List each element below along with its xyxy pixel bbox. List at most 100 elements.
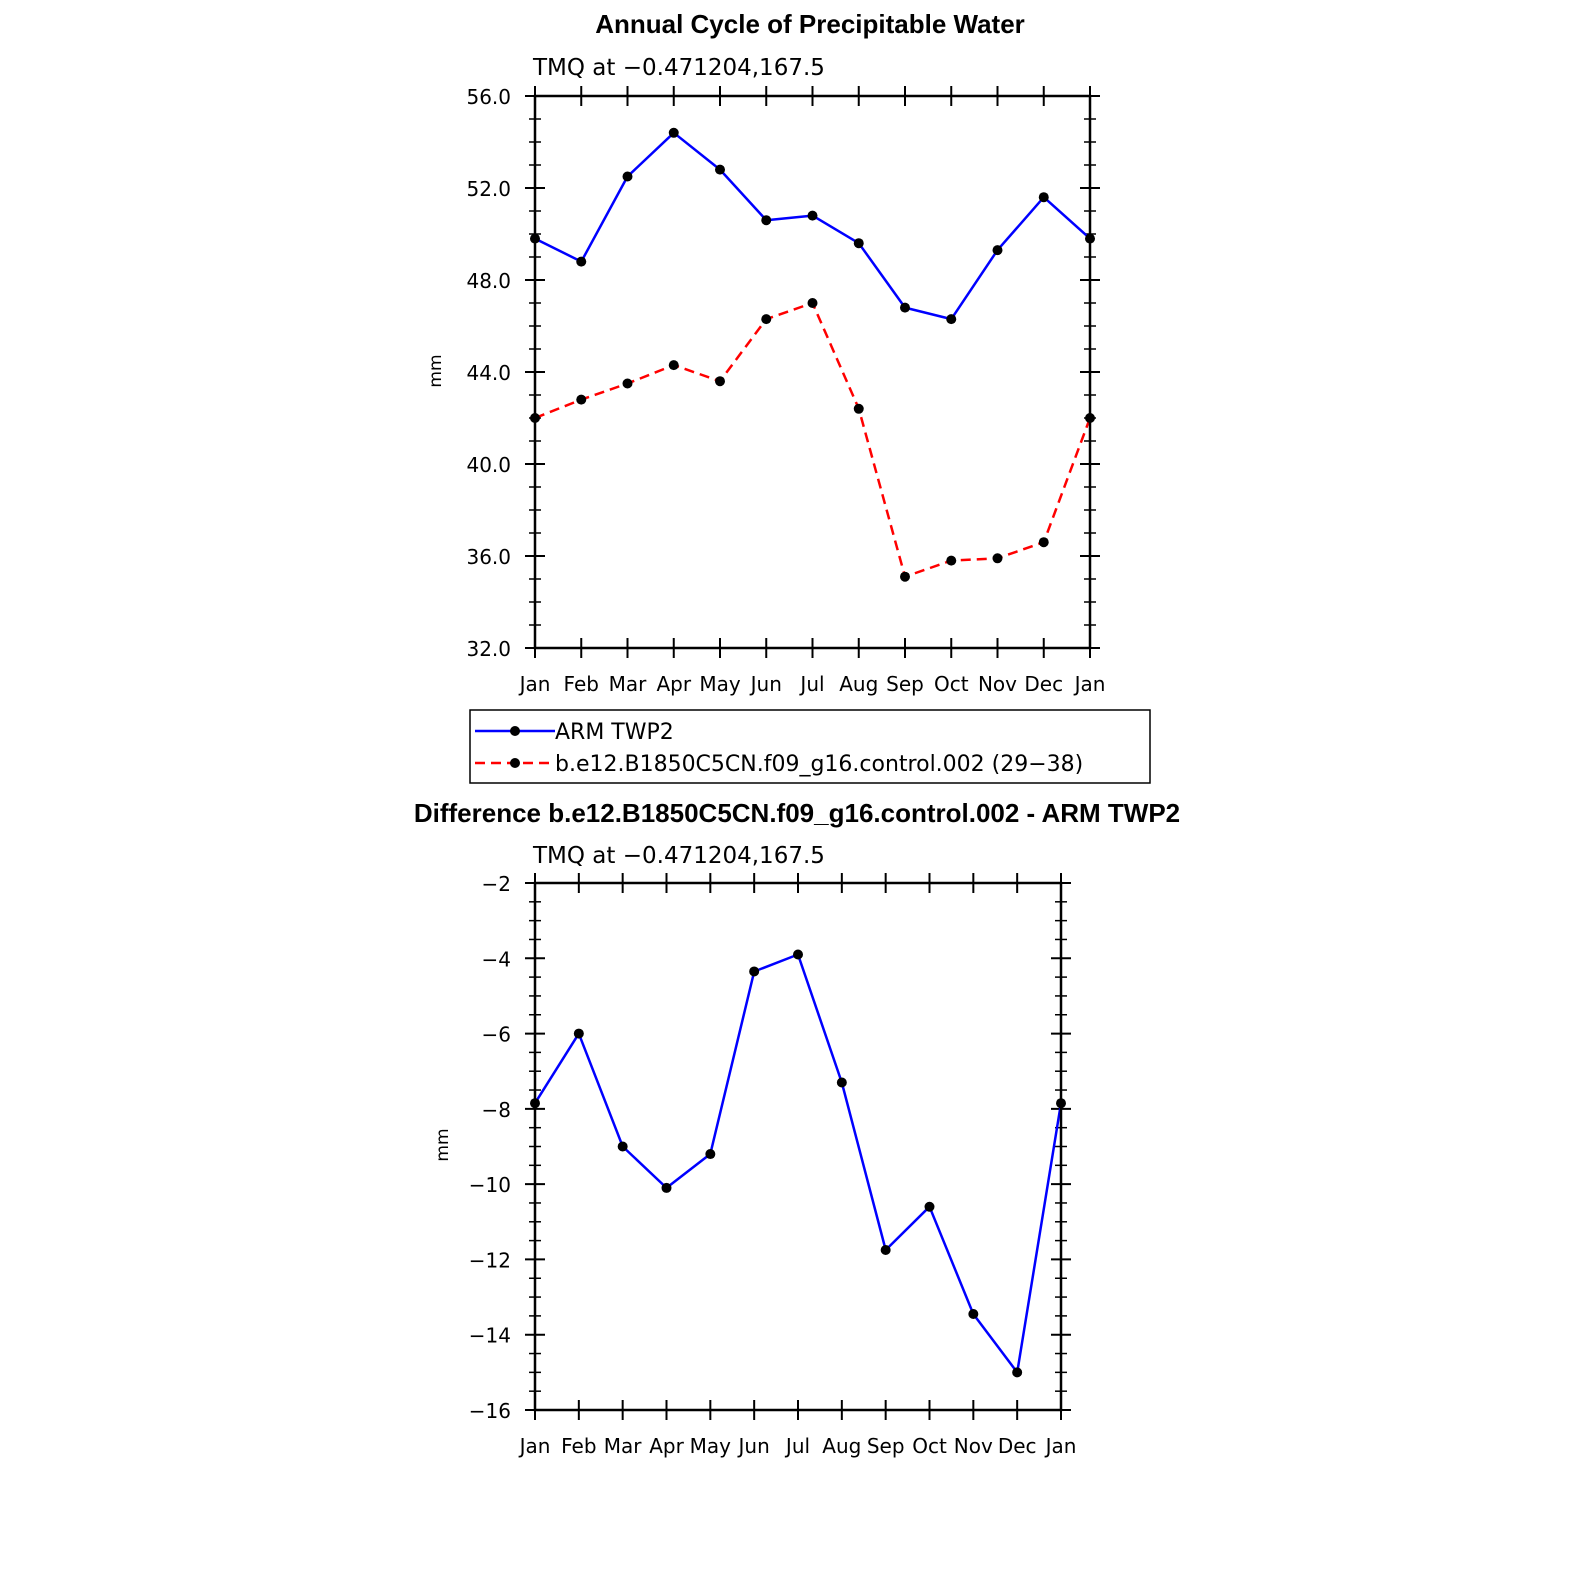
legend-label-model: b.e12.B1850C5CN.f09_g16.control.002 (29−… — [555, 752, 1083, 777]
x-tick-label: May — [699, 672, 741, 696]
y-axis-label: mm — [426, 354, 446, 387]
y-tick-label: 48.0 — [466, 269, 511, 293]
series-1-point — [992, 553, 1003, 564]
y-tick-label: 40.0 — [466, 453, 511, 477]
x-tick-label: Nov — [978, 672, 1017, 696]
series-0-point — [836, 1077, 847, 1088]
plot-frame — [533, 94, 1092, 650]
x-tick-label: Oct — [934, 672, 969, 696]
y-axis-label: mm — [433, 1128, 453, 1161]
x-tick-label: May — [690, 1434, 732, 1458]
series-1-point — [668, 360, 679, 371]
series-1-point — [1038, 537, 1049, 548]
series-0-point — [576, 256, 587, 267]
series-1-point — [761, 314, 772, 325]
x-tick-label: Jan — [518, 672, 551, 696]
series-0-point — [761, 215, 772, 226]
y-tick-label: −4 — [482, 947, 511, 971]
series-0-point — [946, 314, 957, 325]
x-tick-label: Jan — [1073, 672, 1106, 696]
x-tick-label: Dec — [1024, 672, 1063, 696]
series-0-point — [1012, 1367, 1023, 1378]
series-1-point — [900, 571, 910, 582]
y-tick-label: 56.0 — [466, 85, 511, 109]
x-tick-label: Feb — [561, 1434, 596, 1458]
x-tick-label: Apr — [656, 672, 691, 696]
series-0-point — [924, 1201, 935, 1212]
y-tick-labels: 32.0 36.0 40.0 44.0 48.0 52.0 56.0 — [466, 85, 511, 661]
x-tick-labels: Jan Feb Mar Apr May Jun Jul Aug Sep Oct Nov Dec Jan — [518, 1434, 1077, 1458]
y-tick-label: −16 — [469, 1399, 511, 1423]
x-tick-label: Sep — [867, 1434, 905, 1458]
series-0-point — [968, 1309, 979, 1320]
x-tick-label: Jun — [737, 1434, 770, 1458]
series-1-point — [946, 555, 957, 566]
legend-box — [469, 709, 1151, 784]
x-tick-label: Mar — [609, 672, 648, 696]
legend-marker-model — [510, 758, 520, 768]
series-line-0 — [534, 131, 1091, 321]
x-tick-label: Mar — [604, 1434, 643, 1458]
series-0-point — [880, 1245, 891, 1256]
plot-frame — [533, 881, 1063, 1412]
chart-subtitle: TMQ at −0.471204,167.5 — [532, 843, 825, 869]
y-tick-labels: −16 −14 −12 −10 −8 −6 −4 −2 — [469, 872, 511, 1423]
series-1-point — [576, 394, 587, 405]
series-0-point — [668, 127, 679, 138]
series-1-point — [807, 298, 818, 308]
legend: ARM TWP2 b.e12.B1850C5CN.f09_g16.control… — [469, 709, 1151, 784]
series-layer — [530, 949, 1066, 1378]
series-1-point — [622, 378, 633, 389]
x-tick-label: Jul — [784, 1434, 810, 1458]
x-tick-label: Jun — [749, 672, 782, 696]
chart-title: Annual Cycle of Precipitable Water — [595, 9, 1025, 39]
x-tick-label: Jan — [1044, 1434, 1077, 1458]
series-0-point — [617, 1141, 628, 1152]
series-0-point — [573, 1028, 584, 1039]
series-0-point — [622, 171, 633, 182]
precipitable-water-chart: Annual Cycle of Precipitable Water TMQ a… — [426, 9, 1105, 696]
x-tick-label: Aug — [822, 1434, 861, 1458]
y-tick-label: 52.0 — [466, 177, 511, 201]
y-tick-label: −2 — [482, 872, 511, 896]
legend-marker-arm — [510, 726, 520, 736]
x-tick-label: Aug — [839, 672, 878, 696]
series-0-point — [1038, 192, 1049, 203]
series-line-0 — [533, 953, 1063, 1374]
x-tick-label: Jul — [798, 672, 824, 696]
series-layer — [530, 127, 1095, 582]
x-tick-label: Oct — [912, 1434, 947, 1458]
chart-title: Difference b.e12.B1850C5CN.f09_g16.contr… — [414, 798, 1180, 828]
y-tick-label: 36.0 — [466, 545, 511, 569]
x-tick-label: Dec — [998, 1434, 1037, 1458]
y-tick-label: −8 — [482, 1098, 511, 1122]
legend-label-arm: ARM TWP2 — [555, 720, 674, 745]
chart-subtitle: TMQ at −0.471204,167.5 — [532, 55, 825, 81]
y-tick-label: −6 — [482, 1023, 511, 1047]
x-tick-label: Jan — [518, 1434, 551, 1458]
axis-ticks — [525, 86, 1100, 658]
series-0-point — [705, 1149, 716, 1160]
series-0-point — [749, 966, 760, 977]
x-tick-label: Apr — [649, 1434, 684, 1458]
series-0-point — [807, 210, 818, 221]
series-0-point — [661, 1182, 672, 1193]
y-tick-label: −10 — [469, 1173, 511, 1197]
x-tick-labels: Jan Feb Mar Apr May Jun Jul Aug Sep Oct Nov Dec Jan — [518, 672, 1106, 696]
series-0-point — [793, 949, 803, 960]
series-0-point — [715, 164, 725, 175]
difference-chart: Difference b.e12.B1850C5CN.f09_g16.contr… — [414, 798, 1180, 1458]
x-tick-label: Feb — [564, 672, 599, 696]
series-0-point — [900, 302, 910, 313]
series-0-point — [853, 238, 864, 249]
y-tick-label: −12 — [469, 1248, 511, 1272]
x-tick-label: Nov — [954, 1434, 993, 1458]
series-line-1 — [534, 301, 1092, 578]
series-0-point — [992, 245, 1003, 256]
y-tick-label: 32.0 — [466, 637, 511, 661]
y-tick-label: −14 — [469, 1324, 511, 1348]
series-1-point — [853, 403, 864, 414]
x-tick-label: Sep — [886, 672, 924, 696]
y-tick-label: 44.0 — [466, 361, 511, 385]
